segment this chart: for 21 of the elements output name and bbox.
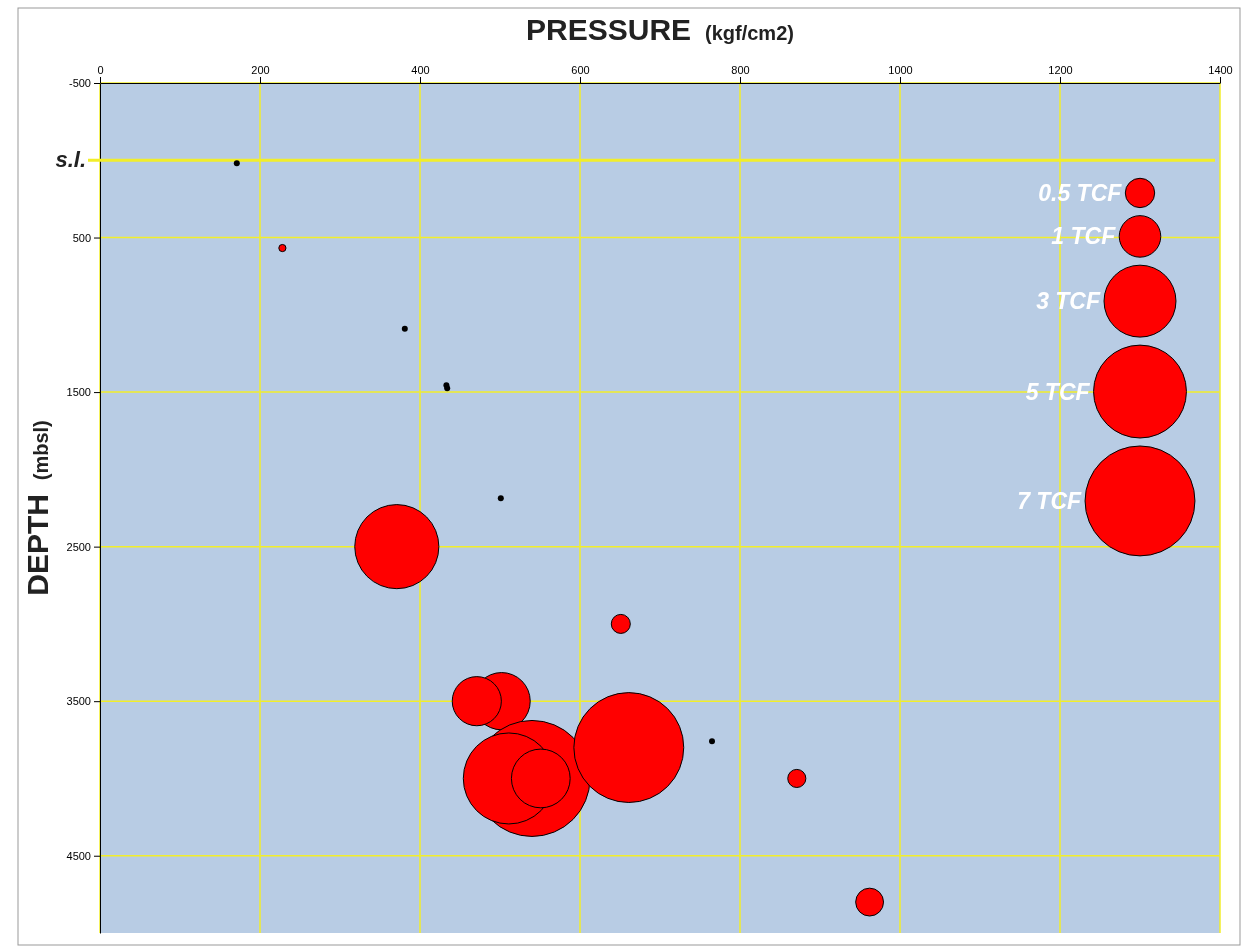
x-tick-label: 400	[411, 64, 430, 76]
y-tick-label: 3500	[66, 695, 91, 708]
x-tick-label: 800	[731, 64, 750, 76]
x-tick-label: 1200	[1048, 64, 1073, 76]
y-tick-label: -500	[68, 77, 91, 90]
point	[709, 738, 715, 745]
y-tick-label: 1500	[66, 386, 91, 399]
y-tick-label: 500	[72, 231, 91, 244]
y-tick-label: 4500	[66, 849, 91, 862]
x-tick-label: 1400	[1208, 64, 1233, 76]
point	[401, 325, 408, 332]
y-axis-title: DEPTH (mbsl)	[21, 420, 54, 596]
ref-line-label: s.l.	[55, 147, 86, 173]
x-tick-label: 0	[97, 64, 104, 76]
point	[233, 160, 240, 167]
x-axis-title: PRESSURE (kgf/cm2)	[526, 13, 794, 46]
x-tick-label: 600	[571, 64, 590, 76]
point	[497, 495, 504, 502]
x-tick-label: 200	[251, 64, 270, 76]
x-tick-label: 1000	[888, 64, 913, 76]
y-tick-label: 2500	[66, 540, 91, 553]
